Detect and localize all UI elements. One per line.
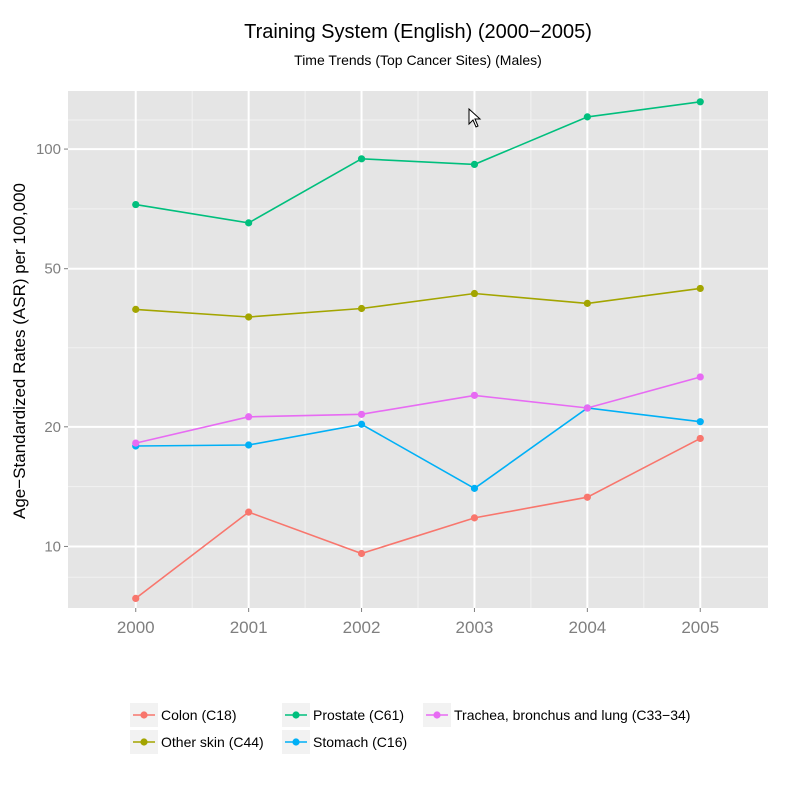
legend-item: Colon (C18) bbox=[130, 703, 236, 727]
data-point bbox=[470, 391, 479, 399]
data-point bbox=[696, 284, 704, 293]
x-tick-label: 2000 bbox=[117, 618, 155, 637]
series-2 bbox=[132, 98, 704, 227]
legend-key-point bbox=[433, 711, 441, 719]
series-line bbox=[135, 287, 701, 318]
minor-gridlines bbox=[68, 91, 768, 608]
y-tick-label: 50 bbox=[44, 261, 61, 278]
data-point bbox=[696, 418, 704, 426]
data-point bbox=[696, 434, 704, 443]
series-line bbox=[135, 407, 701, 490]
legend-key-point bbox=[292, 738, 300, 746]
y-tick-label: 10 bbox=[44, 538, 61, 555]
data-point bbox=[357, 420, 366, 428]
legend-label: Stomach (C16) bbox=[313, 734, 407, 750]
data-point bbox=[696, 373, 704, 381]
legend-item: Other skin (C44) bbox=[130, 730, 264, 754]
series-layer bbox=[132, 98, 704, 603]
data-point bbox=[245, 508, 253, 516]
data-point bbox=[583, 113, 591, 121]
data-point bbox=[245, 441, 253, 449]
data-point bbox=[470, 289, 479, 298]
legend-label: Prostate (C61) bbox=[313, 707, 404, 723]
x-tick-label: 2005 bbox=[681, 618, 719, 637]
data-point bbox=[132, 200, 140, 209]
major-gridlines bbox=[68, 91, 768, 608]
data-point bbox=[583, 493, 591, 501]
x-tick-label: 2004 bbox=[568, 618, 606, 637]
chart-subtitle: Time Trends (Top Cancer Sites) (Males) bbox=[294, 52, 542, 68]
data-point bbox=[245, 413, 253, 421]
x-axis-ticks: 2000 2001 2002 2003 2004 2005 bbox=[117, 608, 719, 637]
data-point bbox=[470, 514, 479, 522]
legend-key-point bbox=[140, 738, 148, 746]
data-point bbox=[132, 305, 140, 313]
series-line bbox=[135, 101, 701, 224]
data-point bbox=[132, 594, 140, 603]
legend-key-point bbox=[292, 711, 300, 719]
data-point bbox=[470, 484, 479, 492]
y-axis-label: Age−Standardized Rates (ASR) per 100,000 bbox=[10, 183, 29, 519]
data-point bbox=[583, 404, 591, 412]
data-point bbox=[245, 219, 253, 227]
y-tick-label: 20 bbox=[44, 419, 61, 436]
series-0 bbox=[132, 434, 704, 603]
series-4 bbox=[132, 373, 704, 447]
legend-item: Stomach (C16) bbox=[282, 730, 407, 754]
series-1 bbox=[132, 284, 704, 321]
series-line bbox=[135, 376, 701, 444]
chart-title: Training System (English) (2000−2005) bbox=[244, 21, 592, 43]
data-point bbox=[357, 155, 366, 163]
mouse-cursor-icon bbox=[468, 107, 482, 128]
data-point bbox=[357, 304, 366, 313]
data-point bbox=[245, 313, 253, 321]
data-point bbox=[357, 410, 366, 418]
legend-label: Other skin (C44) bbox=[161, 734, 264, 750]
y-axis-ticks: 10 20 50 100 bbox=[36, 141, 68, 555]
x-tick-label: 2003 bbox=[456, 618, 494, 637]
data-point bbox=[696, 98, 704, 106]
legend-key-point bbox=[140, 711, 148, 719]
legend-label: Colon (C18) bbox=[161, 707, 236, 723]
x-tick-label: 2001 bbox=[230, 618, 268, 637]
x-tick-label: 2002 bbox=[343, 618, 381, 637]
series-line bbox=[135, 437, 701, 600]
data-point bbox=[583, 299, 591, 307]
data-point bbox=[357, 549, 366, 558]
legend-label: Trachea, bronchus and lung (C33−34) bbox=[454, 707, 690, 723]
legend-item: Prostate (C61) bbox=[282, 703, 404, 727]
legend: Colon (C18) Other skin (C44) Prostate (C61… bbox=[130, 703, 690, 754]
data-point bbox=[470, 160, 479, 168]
legend-item: Trachea, bronchus and lung (C33−34) bbox=[423, 703, 690, 727]
data-point bbox=[132, 439, 140, 447]
y-tick-label: 100 bbox=[36, 141, 61, 158]
